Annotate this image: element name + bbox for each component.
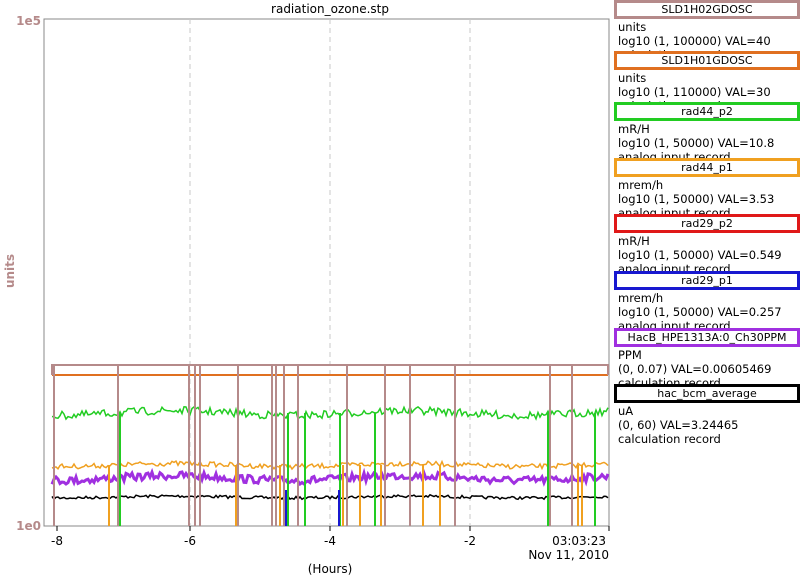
legend-units: units [618, 20, 647, 34]
trace-hac-bcm-average [51, 493, 609, 501]
legend-range: (0, 0.07) VAL=0.00605469 [618, 362, 772, 376]
trace-rad44-p1 [51, 459, 609, 471]
x-date-label: Nov 11, 2010 [528, 548, 609, 562]
legend-units: mrem/h [618, 178, 664, 192]
legend-units: mrem/h [618, 291, 664, 305]
legend-name-box[interactable]: SLD1H01GDOSC [614, 51, 800, 70]
legend-units: units [618, 71, 647, 85]
chart-title: radiation_ozone.stp [271, 2, 389, 16]
trace-hacb-ppm [50, 467, 610, 487]
legend-name-box[interactable]: rad44_p1 [614, 158, 800, 177]
legend-units: uA [618, 404, 634, 418]
x-tick-label-2: -4 [324, 534, 336, 548]
legend-name-box[interactable]: HacB_HPE1313A:0_Ch30PPM [614, 328, 800, 347]
legend-units: mR/H [618, 122, 650, 136]
legend-name-box[interactable]: hac_bcm_average [614, 384, 800, 403]
x-tick-label-3: -2 [464, 534, 476, 548]
series-traces [50, 364, 610, 526]
legend-range: log10 (1, 50000) VAL=3.53 [618, 192, 775, 206]
legend-range: log10 (1, 50000) VAL=0.549 [618, 248, 782, 262]
plot-area[interactable] [43, 18, 610, 527]
y-axis-label: units [3, 254, 17, 288]
y-tick-top: 1e5 [16, 14, 41, 28]
x-tick-label-0: -8 [51, 534, 63, 548]
legend-range: log10 (1, 50000) VAL=10.8 [618, 136, 775, 150]
legend-range: log10 (1, 100000) VAL=40 [618, 34, 771, 48]
x-ticks [56, 526, 610, 531]
legend-name-box[interactable]: rad29_p2 [614, 214, 800, 233]
legend-name-box[interactable]: rad29_p1 [614, 271, 800, 290]
x-tick-label-now: 03:03:23 [552, 534, 606, 548]
legend-units: mR/H [618, 234, 650, 248]
x-axis-label: (Hours) [308, 562, 353, 576]
legend-name-box[interactable]: SLD1H02GDOSC [614, 0, 800, 19]
legend-units: PPM [618, 348, 642, 362]
grid [189, 19, 471, 526]
legend-type: calculation record [618, 432, 721, 446]
legend-range: log10 (1, 110000) VAL=30 [618, 85, 771, 99]
trace-sld1h02 [51, 364, 609, 375]
legend-range: log10 (1, 50000) VAL=0.257 [618, 305, 782, 319]
legend-range: (0, 60) VAL=3.24465 [618, 418, 739, 432]
y-tick-bottom: 1e0 [16, 519, 41, 533]
x-tick-label-1: -6 [184, 534, 196, 548]
legend-name-box[interactable]: rad44_p2 [614, 102, 800, 121]
trace-rad44-p2 [51, 404, 609, 421]
